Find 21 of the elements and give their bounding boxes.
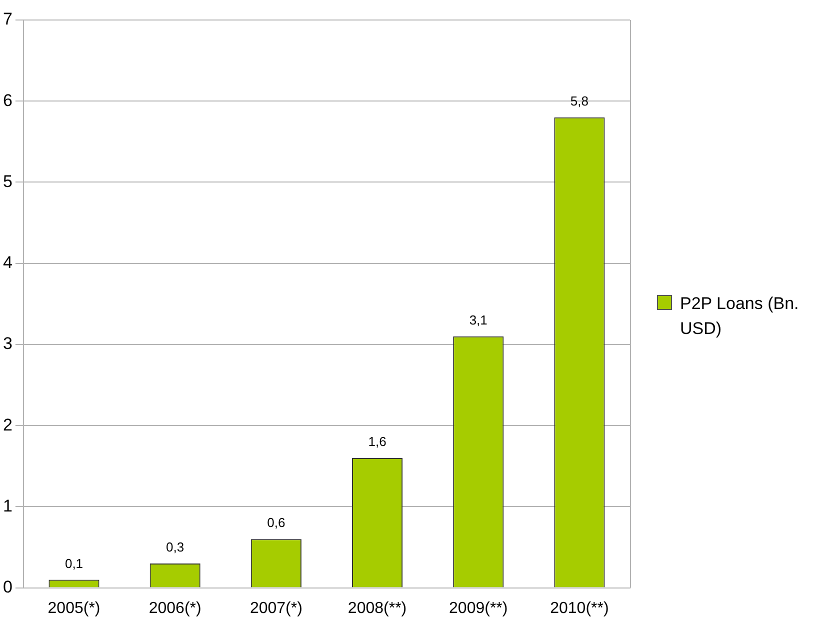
x-tick-label: 2008(**) bbox=[348, 600, 407, 617]
x-tick-label: 2010(**) bbox=[550, 600, 609, 617]
data-label: 5,8 bbox=[570, 93, 588, 108]
y-tick-label: 7 bbox=[2, 10, 12, 29]
y-tick-label: 5 bbox=[2, 172, 12, 191]
x-tick-label: 2007(*) bbox=[250, 600, 302, 617]
y-tick-label: 4 bbox=[2, 253, 12, 272]
y-tick-label: 6 bbox=[2, 90, 12, 110]
data-label: 0,1 bbox=[64, 556, 84, 571]
x-tick-label: 2009(**) bbox=[449, 600, 508, 617]
data-label: 0,3 bbox=[166, 540, 184, 555]
data-label: 1,6 bbox=[368, 434, 386, 450]
y-tick-label: 0 bbox=[2, 577, 12, 596]
data-label: 0,6 bbox=[267, 515, 286, 530]
y-tick-label: 3 bbox=[2, 334, 12, 354]
y-tick-label: 2 bbox=[2, 415, 12, 434]
data-label: 3,1 bbox=[469, 312, 488, 328]
x-tick-label: 2005(*) bbox=[48, 600, 100, 617]
legend-label: P2P Loans (Bn. USD) bbox=[680, 293, 800, 340]
x-tick-label: 2006(*) bbox=[148, 600, 202, 617]
y-tick-label: 1 bbox=[2, 496, 12, 516]
